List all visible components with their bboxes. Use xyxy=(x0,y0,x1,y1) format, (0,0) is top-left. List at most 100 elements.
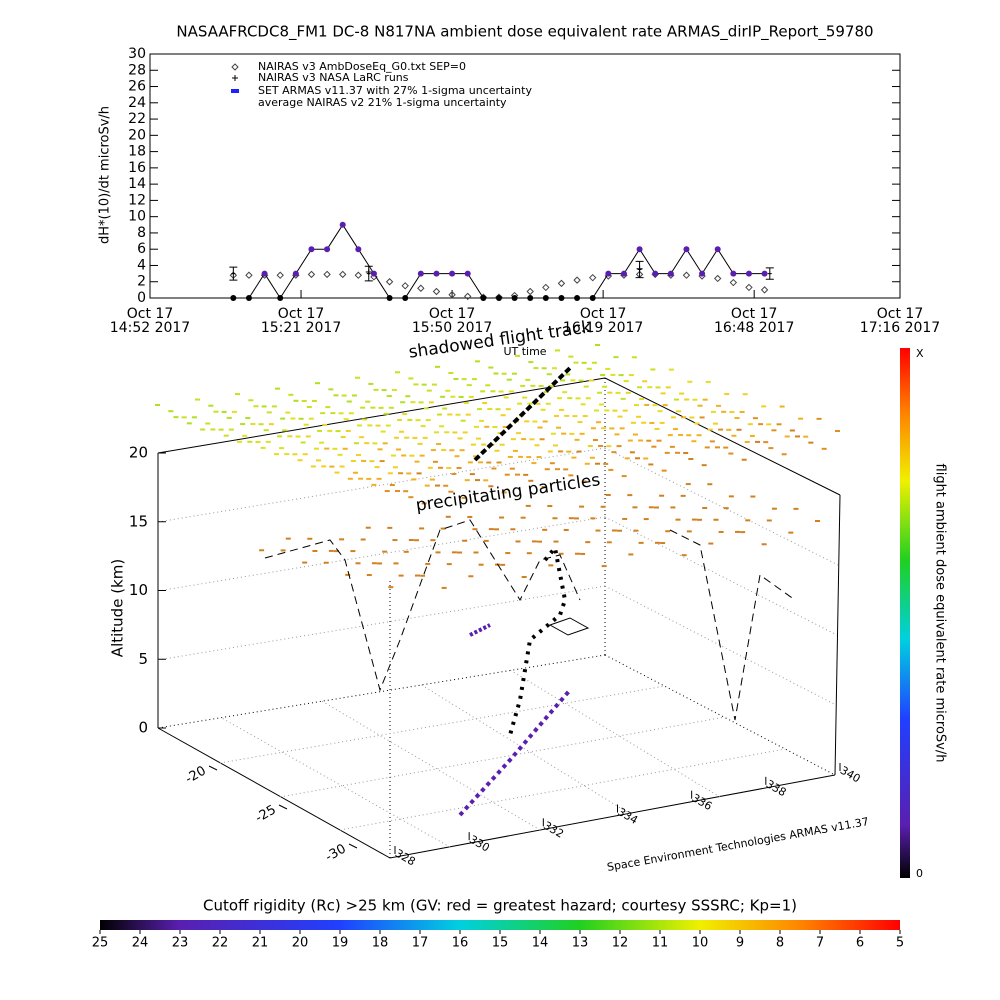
colorbar-tick-label: 7 xyxy=(816,936,824,951)
colorbar xyxy=(100,920,900,930)
z-tick-label: 0 xyxy=(138,719,148,737)
colorbar-tick-label: 21 xyxy=(252,936,269,951)
particle-cloud xyxy=(155,344,840,589)
armas-point xyxy=(433,270,440,277)
armas-point xyxy=(417,270,424,277)
armas-point xyxy=(527,295,534,301)
x-tick-label: 328 xyxy=(393,847,418,869)
colorbar-tick-label: 24 xyxy=(132,936,149,951)
colorbar-tick-label: 6 xyxy=(856,936,864,951)
colorbar-tick-label: 9 xyxy=(736,936,744,951)
y-tick-label: -20 xyxy=(183,764,209,788)
diamond-point xyxy=(745,283,753,292)
colorbar-tick-label: 22 xyxy=(212,936,229,951)
armas-point xyxy=(667,270,674,277)
x-tick-label: 16:48 2017 xyxy=(714,320,794,336)
flight-track xyxy=(264,366,796,817)
armas-line xyxy=(233,223,765,299)
colorbar-tick-label: 12 xyxy=(612,936,629,951)
legend-label: average NAIRAS v2 21% 1-sigma uncertaint… xyxy=(258,96,507,109)
colorbar-label: Cutoff rigidity (Rc) >25 km (GV: red = g… xyxy=(203,897,797,915)
colorbar-tick-label: 5 xyxy=(896,936,904,951)
x-tick-label: Oct 17 xyxy=(429,306,475,322)
y-tick-label: 20 xyxy=(128,127,146,143)
colorbar-tick-label: 16 xyxy=(452,936,469,951)
z-axis-label: Altitude (km) xyxy=(109,559,127,657)
armas-point xyxy=(714,246,721,253)
z-tick-label: 20 xyxy=(129,444,148,462)
diamond-point xyxy=(464,292,472,301)
armas-point xyxy=(480,295,487,301)
armas-point xyxy=(636,246,643,253)
y-tick xyxy=(208,765,218,771)
armas-point xyxy=(308,246,315,253)
y-tick-label: 14 xyxy=(128,176,146,192)
y-tick-label: 6 xyxy=(137,241,146,257)
diamond-point xyxy=(432,287,441,296)
legend-label: NAIRAS v3 NASA LaRC runs xyxy=(258,71,409,84)
y-tick-label: 30 xyxy=(128,46,146,62)
diamond-point xyxy=(682,271,691,279)
armas-point xyxy=(277,295,284,301)
x-tick-label: Oct 17 xyxy=(278,306,324,322)
colorbar-tick-label: 0 xyxy=(916,867,923,880)
armas-point xyxy=(402,295,409,301)
colorbar-label: flight ambient dose equivalent rate micr… xyxy=(933,464,948,763)
legend-symbol xyxy=(231,63,239,71)
diamond-point xyxy=(448,291,456,299)
armas-point xyxy=(261,270,268,277)
diamond-point xyxy=(245,271,253,279)
error-bar xyxy=(229,266,238,281)
colorbar-tick-label: 13 xyxy=(572,936,589,951)
x-tick-label: 338 xyxy=(764,778,789,800)
armas-point xyxy=(495,295,502,301)
x-tick-label: 340 xyxy=(838,764,863,786)
armas-point xyxy=(745,270,752,277)
armas-point xyxy=(339,221,346,228)
armas-point xyxy=(574,295,581,301)
armas-point xyxy=(386,295,393,301)
armas-point xyxy=(355,246,362,253)
3d-grid xyxy=(157,447,839,848)
diamond-point xyxy=(417,284,425,292)
armas-point xyxy=(589,295,596,301)
diamond-point xyxy=(760,286,769,294)
y-tick-label: 10 xyxy=(128,209,146,225)
armas-point xyxy=(699,270,706,277)
diamond-point xyxy=(589,273,597,282)
legend-label: NAIRAS v3 AmbDoseEq_G0.txt SEP=0 xyxy=(258,60,466,73)
colorbar-tick-label: 10 xyxy=(692,936,709,951)
x-tick-label: Oct 17 xyxy=(580,306,626,322)
y-tick-label: -25 xyxy=(253,803,279,827)
colorbar-tick-label: X xyxy=(916,347,924,360)
y-tick-label: 4 xyxy=(137,257,146,273)
armas-point xyxy=(652,270,659,277)
y-tick-label: 12 xyxy=(128,192,146,208)
error-bar xyxy=(364,265,373,282)
chart-title: NASAAFRCDC8_FM1 DC-8 N817NA ambient dose… xyxy=(176,23,873,42)
armas-point xyxy=(683,246,690,253)
colorbar-tick-label: 18 xyxy=(372,936,389,951)
y-tick-label: 0 xyxy=(137,290,146,306)
armas-point xyxy=(558,295,565,301)
diamond-point xyxy=(542,283,550,292)
diamond-point xyxy=(323,270,331,279)
annotation: precipitating particles xyxy=(415,470,602,516)
armas-point xyxy=(620,270,627,277)
x-tick-label: 14:52 2017 xyxy=(110,320,190,336)
credit: Space Environment Technologies ARMAS v11… xyxy=(606,815,870,874)
armas-point xyxy=(449,270,456,277)
armas-point xyxy=(542,295,549,301)
legend-label: SET ARMAS v11.37 with 27% 1-sigma uncert… xyxy=(258,84,532,97)
error-bar xyxy=(765,267,774,280)
z-tick-label: 15 xyxy=(129,512,148,530)
x-tick-label: Oct 17 xyxy=(877,306,923,322)
y-tick xyxy=(348,843,358,849)
y-tick-label: -30 xyxy=(323,842,349,866)
y-tick-label: 16 xyxy=(128,160,146,176)
x-tick-label: Oct 17 xyxy=(731,306,777,322)
y-tick xyxy=(278,804,288,810)
diamond-point xyxy=(557,279,566,288)
y-tick-label: 22 xyxy=(128,111,146,127)
